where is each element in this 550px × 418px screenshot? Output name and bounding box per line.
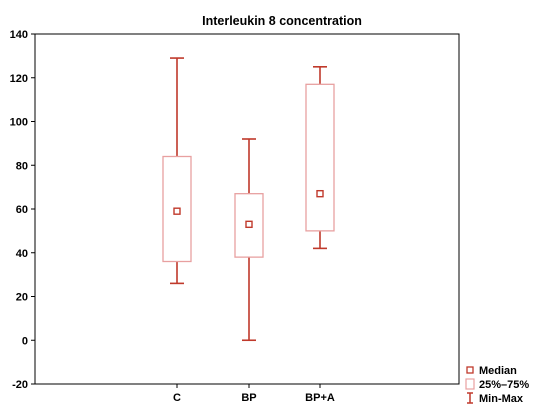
median-marker <box>317 191 323 197</box>
y-tick-label: 100 <box>10 117 28 129</box>
y-tick-label: -20 <box>12 379 28 391</box>
legend: Median 25%–75% Min-Max <box>466 365 529 405</box>
y-tick-label: 60 <box>16 204 28 216</box>
y-axis: -20 0 20 40 60 80 100 120 140 <box>10 29 35 391</box>
iqr-box <box>306 84 334 231</box>
x-axis: C BP BP+A <box>173 384 335 404</box>
x-tick-label: BP+A <box>305 392 335 404</box>
legend-iqr-box <box>466 379 474 389</box>
box-bp <box>235 139 263 340</box>
median-marker <box>246 221 252 227</box>
legend-label-median: Median <box>479 365 517 377</box>
box-c <box>163 58 191 283</box>
x-tick-label: BP <box>241 392 256 404</box>
y-tick-label: 40 <box>16 248 28 260</box>
y-tick-label: 140 <box>10 29 28 41</box>
chart-title: Interleukin 8 concentration <box>202 14 362 28</box>
y-tick-label: 80 <box>16 160 28 172</box>
x-tick-label: C <box>173 392 181 404</box>
legend-median-marker <box>467 367 473 373</box>
box-bp-a <box>306 67 334 249</box>
y-tick-label: 120 <box>10 73 28 85</box>
legend-label-minmax: Min-Max <box>479 393 524 405</box>
y-tick-label: 0 <box>22 335 28 347</box>
legend-label-iqr: 25%–75% <box>479 379 529 391</box>
y-tick-label: 20 <box>16 292 28 304</box>
box-series <box>163 58 334 340</box>
median-marker <box>174 208 180 214</box>
